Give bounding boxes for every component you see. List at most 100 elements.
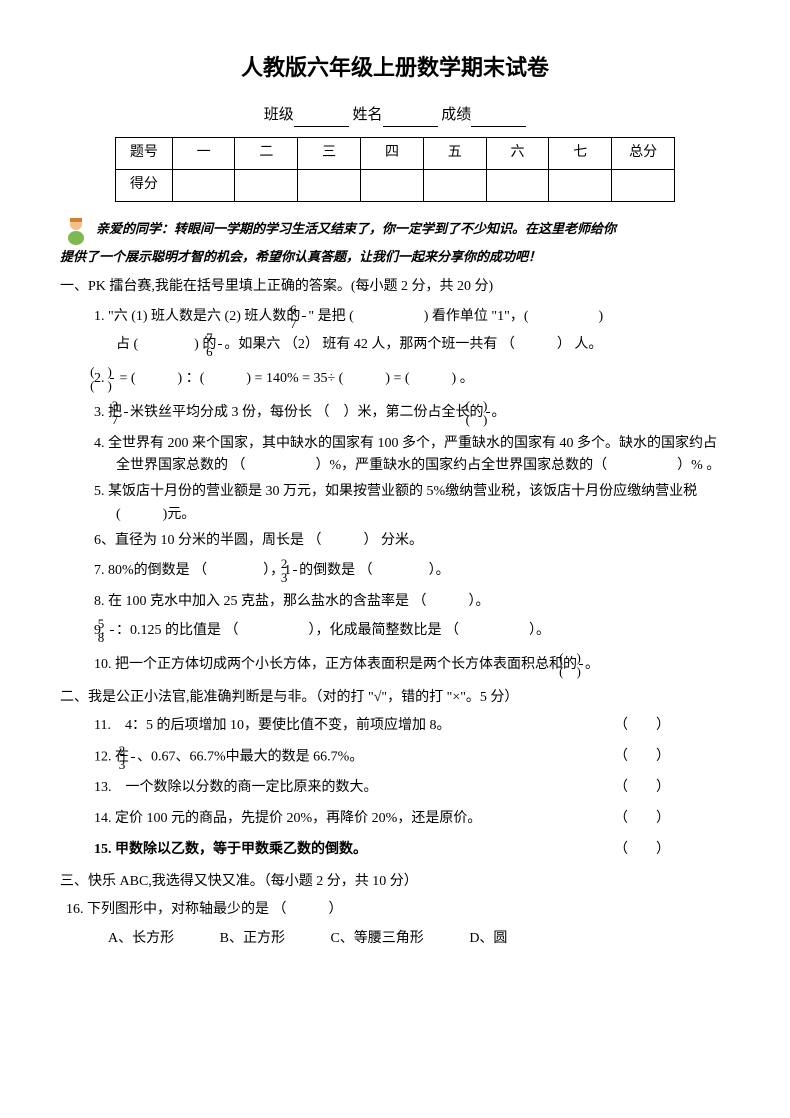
section-2-header: 二、我是公正小法官,能准确判断是与非。（对的打 "√"，错的打 "×"。5 分） [60,687,730,709]
q-text: 。 [585,657,599,672]
q-text: 11. 4：5 的后项增加 10，要使比值不变，前项应增加 8。 [94,718,450,733]
q-text: " 是把 ( ) 看作单位 "1"，( ) [308,309,603,324]
note-text: 亲爱 [96,221,122,236]
fraction: 37 [124,399,128,426]
col-header: 七 [549,138,612,170]
question-12: 12. 在23、0.67、66.7%中最大的数是 66.7%。（ ） [94,744,730,771]
question-9: 9. 58：0.125 的比值是 （ ），化成最简整数比是 （ ）。 [94,617,730,645]
numerator: 2 [293,557,297,571]
score-cell[interactable] [612,170,675,202]
score-cell[interactable] [235,170,298,202]
question-8: 8. 在 100 克水中加入 25 克盐，那么盐水的含盐率是 （ ）。 [94,591,730,613]
section-3-header: 三、快乐 ABC,我选得又快又准。（每小题 2 分，共 10 分） [60,871,730,893]
tf-blank[interactable]: （ ） [636,744,670,771]
denominator: 3 [131,758,135,771]
q-text: 、0.67、66.7%中最大的数是 66.7%。 [137,750,363,765]
numerator: ( ) [110,365,114,379]
tf-blank[interactable]: （ ） [636,775,670,802]
q-text: ：0.125 的比值是 （ ），化成最简整数比是 （ ）。 [116,623,550,638]
question-10: 10. 把一个正方体切成两个小长方体，正方体表面积是两个长方体表面积总和的( )… [94,651,730,679]
score-cell[interactable] [486,170,549,202]
section-1-header: 一、PK 擂台赛,我能在括号里填上正确的答案。(每小题 2 分，共 20 分) [60,276,730,298]
q-text: = ( ) ：( ) = 140% = 35÷ ( ) = ( ) 。 [116,371,474,386]
fraction-blank: ( )( ) [486,399,490,426]
q-text: 。 [492,405,506,420]
col-header: 二 [235,138,298,170]
q-text: 的倒数是 （ ）。 [299,563,450,578]
denominator: 6 [218,345,222,358]
numerator: ( ) [486,399,490,413]
numerator: 7 [218,331,222,345]
teacher-note: 亲爱的同学：转眼间一学期的学习生活又结束了，你一定学到了不少知识。在这里老师给你… [60,214,730,268]
option-a[interactable]: A、长方形 [108,931,174,946]
question-16: 16. 下列图形中，对称轴最少的是 （ ） [66,899,730,921]
denominator: 8 [110,631,114,644]
col-header: 一 [172,138,235,170]
option-c[interactable]: C、等腰三角形 [330,931,423,946]
numerator: 5 [110,617,114,631]
question-6: 6、直径为 10 分米的半圆，周长是 （ ） 分米。 [94,530,730,552]
col-header: 五 [423,138,486,170]
tf-blank[interactable]: （ ） [636,837,670,864]
score-blank[interactable] [471,109,526,127]
tf-blank[interactable]: （ ） [636,806,670,833]
question-5: 5. 某饭店十月份的营业额是 30 万元，如果按营业额的 5%缴纳营业税，该饭店… [94,481,730,526]
q-text: 米铁丝平均分成 3 份，每份长 （ ）米，第二份占全长的 [130,405,484,420]
fraction-blank: ( )( ) [579,651,583,678]
col-header: 三 [298,138,361,170]
question-15: 15. 甲数除以乙数，等于甲数乘乙数的倒数。 （ ） [94,837,730,864]
student-info-line: 班级 姓名 成绩 [60,103,730,127]
question-1: 1. "六 (1) 班人数是六 (2) 班人数的67" 是把 ( ) 看作单位 … [94,303,730,359]
q-text: 7. 80%的倒数是 （ ），1 [94,563,291,578]
tf-blank[interactable]: （ ） [636,713,670,740]
fraction: 23 [131,744,135,771]
q-text: 1. "六 (1) 班人数是六 (2) 班人数的 [94,309,300,324]
numerator: 6 [302,303,306,317]
note-text: 的同学：转眼间一学期的学习生活又结束了，你一定学到了不少知识。在这里老师给你 [122,221,616,236]
question-13: 13. 一个数除以分数的商一定比原来的数大。 （ ） [94,775,730,802]
class-label: 班级 [264,107,294,123]
fraction: 76 [218,331,222,358]
fraction: 23 [293,557,297,584]
col-header: 总分 [612,138,675,170]
numerator: 2 [131,744,135,758]
student-cartoon-icon [60,214,92,246]
denominator: ( ) [579,665,583,678]
denominator: 7 [124,413,128,426]
denominator: ( ) [110,379,114,392]
numerator: ( ) [579,651,583,665]
fraction: 67 [302,303,306,330]
class-blank[interactable] [294,109,349,127]
table-row: 题号 一 二 三 四 五 六 七 总分 [116,138,675,170]
denominator: 7 [302,317,306,330]
score-cell[interactable] [423,170,486,202]
score-label: 成绩 [441,107,471,123]
name-blank[interactable] [383,109,438,127]
score-cell[interactable] [361,170,424,202]
question-3: 3. 把37米铁丝平均分成 3 份，每份长 （ ）米，第二份占全长的( )( )… [94,399,730,427]
question-4: 4. 全世界有 200 来个国家，其中缺水的国家有 100 多个，严重缺水的国家… [94,433,730,478]
option-d[interactable]: D、圆 [469,931,507,946]
fraction-blank: ( )( ) [110,365,114,392]
note-text: 提供了一个展示聪明才智的机会，希望你认真答题，让我们一起来分享你的成功吧！ [60,249,541,264]
table-row: 得分 [116,170,675,202]
fraction: 58 [110,617,114,644]
col-header: 四 [361,138,424,170]
name-label: 姓名 [352,107,382,123]
row-label: 题号 [116,138,173,170]
score-cell[interactable] [172,170,235,202]
q-text: 占 ( ) 的 [116,337,216,352]
q-text: 15. 甲数除以乙数，等于甲数乘乙数的倒数。 [94,842,367,857]
question-11: 11. 4：5 的后项增加 10，要使比值不变，前项应增加 8。 （ ） [94,713,730,740]
question-2: 2. ( )( ) = ( ) ：( ) = 140% = 35÷ ( ) = … [94,365,730,393]
score-cell[interactable] [298,170,361,202]
q-text: 13. 一个数除以分数的商一定比原来的数大。 [94,780,378,795]
score-cell[interactable] [549,170,612,202]
col-header: 六 [486,138,549,170]
q-text: 14. 定价 100 元的商品，先提价 20%，再降价 20%，还是原价。 [94,811,481,826]
score-table: 题号 一 二 三 四 五 六 七 总分 得分 [115,137,675,202]
question-14: 14. 定价 100 元的商品，先提价 20%，再降价 20%，还是原价。 （ ） [94,806,730,833]
row-label: 得分 [116,170,173,202]
option-b[interactable]: B、正方形 [220,931,285,946]
denominator: ( ) [486,413,490,426]
